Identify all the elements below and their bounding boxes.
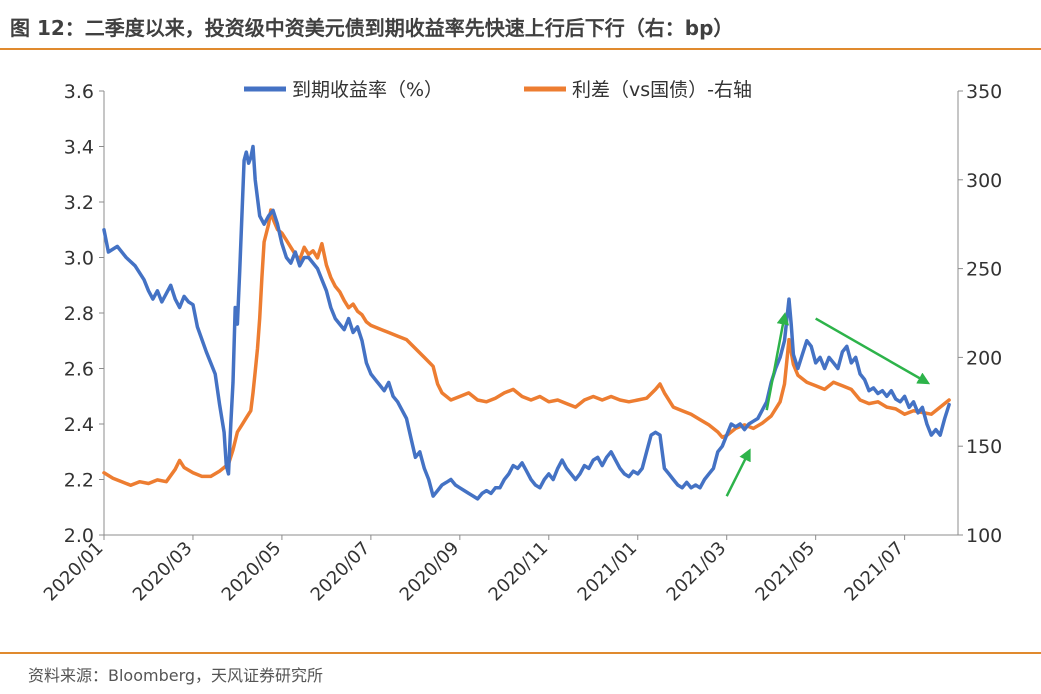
chart-svg: 2.0 2.2 2.4 2.6 2.8 3.0 3.2 3.4 3.6 100 150 200 250… [40,79,1002,606]
left-tick-label: 2.6 [64,359,94,381]
left-tick-label: 2.8 [64,303,94,325]
x-tick-label: 2020/03 [129,538,197,606]
legend-item-yield-label: 到期收益率（%） [292,79,443,101]
x-tick-label: 2021/03 [663,538,731,606]
x-tick-label: 2020/09 [396,538,464,606]
right-tick-label: 350 [966,81,1002,103]
left-tick-label: 3.0 [64,248,94,270]
x-tick-label: 2020/05 [218,538,286,606]
chart-axes [99,90,963,540]
series-lines [102,144,951,501]
x-tick-label: 2020/11 [485,538,553,606]
top-rule [0,48,1041,50]
x-tick-label: 2021/07 [840,538,908,606]
x-tick-label: 2021/01 [574,538,642,606]
left-tick-label: 3.2 [64,192,94,214]
right-tick-label: 100 [966,525,1002,547]
x-axis-labels: 2020/01 2020/03 2020/05 2020/07 2020/09 2020/… [40,538,908,606]
left-axis-labels: 2.0 2.2 2.4 2.6 2.8 3.0 3.2 3.4 3.6 [64,81,94,547]
source-note: 资料来源：Bloomberg，天风证券研究所 [28,666,324,685]
right-tick-label: 300 [966,170,1002,192]
series-line-spread [102,208,951,488]
chart-title: 图 12：二季度以来，投资级中资美元债到期收益率先快速上行后下行（右：bp） [10,16,734,40]
trend-arrows [725,312,931,497]
right-tick-label: 250 [966,259,1002,281]
series-line-yield [102,144,951,501]
arrow-down [815,317,931,385]
bottom-rule [0,652,1041,654]
right-tick-label: 150 [966,436,1002,458]
left-tick-label: 2.4 [64,414,94,436]
x-tick-label: 2020/01 [40,538,108,606]
x-tick-label: 2020/07 [307,538,375,606]
right-tick-label: 200 [966,347,1002,369]
legend: 到期收益率（%） 利差（vs国债）-右轴 [244,79,752,101]
arrow-up-1 [725,448,751,497]
right-axis-labels: 100 150 200 250 300 350 [966,81,1002,547]
left-tick-label: 2.2 [64,470,94,492]
left-tick-label: 3.4 [64,137,94,159]
x-tick-label: 2021/05 [751,538,819,606]
left-tick-label: 2.0 [64,525,94,547]
arrow-up-2 [765,312,790,411]
left-tick-label: 3.6 [64,81,94,103]
legend-item-spread-label: 利差（vs国债）-右轴 [572,79,752,101]
